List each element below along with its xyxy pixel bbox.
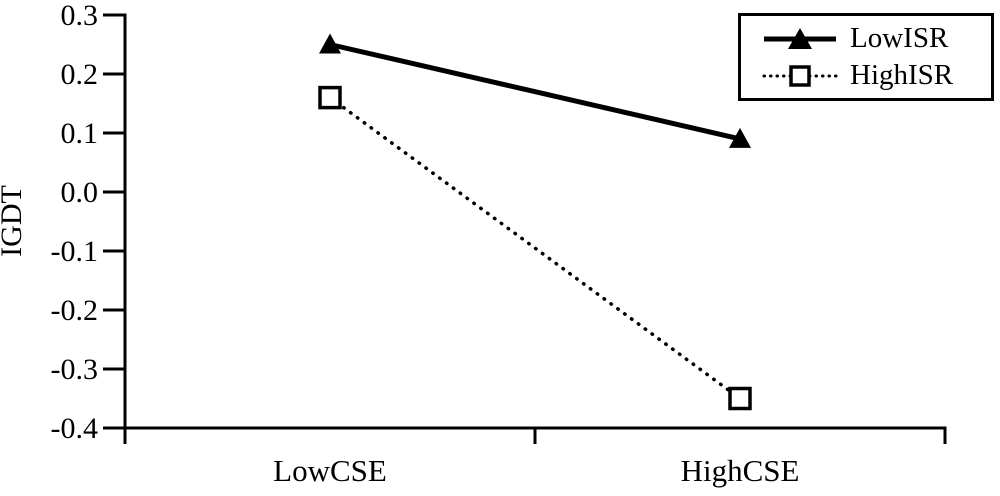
- y-tick-label: 0.1: [61, 117, 99, 150]
- y-tick-label: 0.2: [61, 58, 99, 91]
- y-tick-label: -0.1: [51, 235, 99, 268]
- marker-filled-triangle: [319, 33, 341, 54]
- series-line-highisr: [328, 95, 742, 401]
- y-tick-label: -0.3: [51, 353, 99, 386]
- series-line-lowisr: [329, 42, 741, 142]
- x-category-label: LowCSE: [273, 453, 387, 488]
- solid-line-filled-triangle-icon: [764, 28, 836, 50]
- x-category-label: HighCSE: [681, 453, 800, 488]
- y-tick-label: -0.4: [51, 412, 99, 445]
- legend: LowISR HighISR: [738, 13, 994, 101]
- legend-label-lowisr: LowISR: [850, 21, 949, 54]
- y-axis-title: IGDT: [0, 185, 28, 257]
- marker-open-square: [318, 85, 342, 110]
- y-tick-label: -0.2: [51, 294, 99, 327]
- marker-open-square: [728, 386, 752, 411]
- legend-item-highisr: HighISR: [761, 61, 991, 91]
- y-tick-label: 0.0: [61, 176, 99, 209]
- y-tick-label: 0.3: [61, 0, 99, 32]
- marker-filled-triangle: [729, 127, 751, 148]
- legend-label-highisr: HighISR: [850, 59, 954, 92]
- legend-item-lowisr: LowISR: [761, 23, 991, 53]
- dotted-line-open-square-icon: [762, 65, 838, 87]
